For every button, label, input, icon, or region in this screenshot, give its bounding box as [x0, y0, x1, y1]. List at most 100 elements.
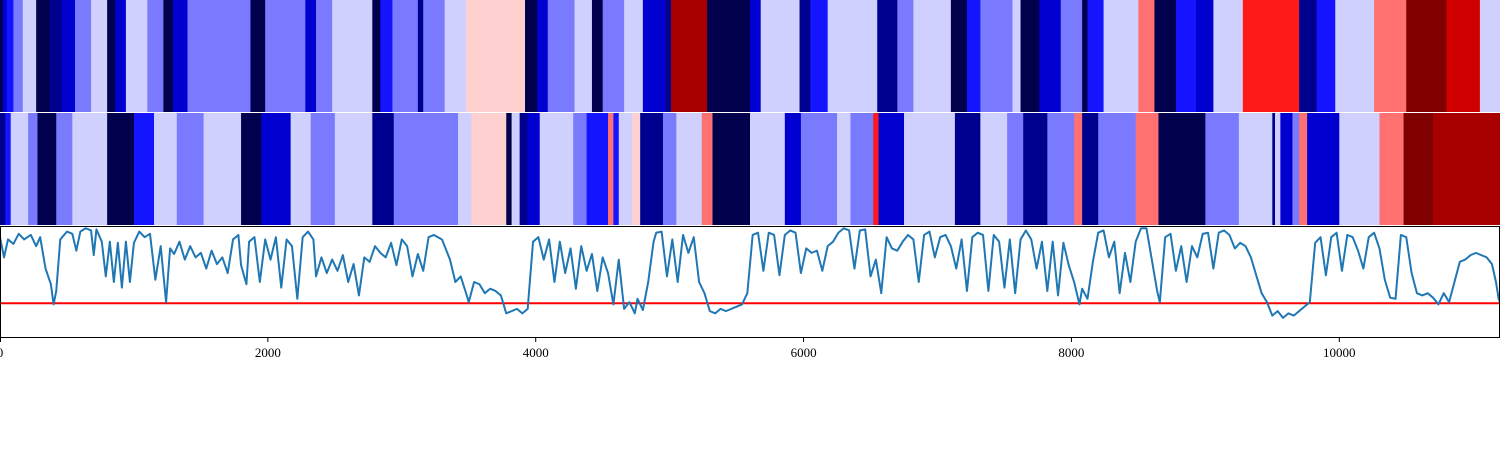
- heat-cell-2-15: [290, 113, 312, 225]
- heat-cell-2-62: [1292, 113, 1300, 225]
- line-panel: [0, 226, 1500, 338]
- heat-cell-1-46: [827, 0, 878, 112]
- heat-cell-2-18: [372, 113, 395, 225]
- panel-separator: [0, 112, 1500, 113]
- heat-cell-1-16: [172, 0, 188, 112]
- heat-cell-1-6: [36, 0, 51, 112]
- heat-cell-1-62: [1175, 0, 1197, 112]
- heat-cell-2-2: [5, 113, 12, 225]
- heat-cell-1-20: [305, 0, 317, 112]
- heat-cell-2-53: [1082, 113, 1099, 225]
- heat-cell-2-9: [133, 113, 155, 225]
- heat-cell-2-38: [720, 113, 751, 225]
- heat-cell-2-3: [10, 113, 29, 225]
- x-tick-label-10000: 10000: [1323, 345, 1356, 360]
- heat-cell-2-19: [393, 113, 459, 225]
- heat-cell-1-9: [75, 0, 92, 112]
- heat-cell-1-18: [250, 0, 266, 112]
- heat-cell-1-11: [107, 0, 116, 112]
- heat-cell-2-22: [506, 113, 513, 225]
- heat-cell-1-50: [950, 0, 968, 112]
- heat-cell-1-67: [1316, 0, 1336, 112]
- heat-cell-2-33: [640, 113, 664, 225]
- heat-cell-1-64: [1213, 0, 1244, 112]
- heat-cell-1-4: [13, 0, 24, 112]
- heat-cell-1-51: [966, 0, 981, 112]
- heat-cell-1-58: [1087, 0, 1105, 112]
- heat-cell-1-61: [1154, 0, 1177, 112]
- heat-cell-2-28: [586, 113, 609, 225]
- heat-cell-2-14: [261, 113, 292, 225]
- heat-cell-1-23: [372, 0, 381, 112]
- x-tick-label-4000: 4000: [523, 345, 549, 360]
- heat-cell-1-26: [417, 0, 424, 112]
- heat-cell-2-37: [712, 113, 722, 225]
- heat-cell-2-30: [613, 113, 620, 225]
- heat-cell-2-50: [1023, 113, 1048, 225]
- heat-cell-2-64: [1307, 113, 1340, 225]
- heat-cell-2-32: [632, 113, 641, 225]
- heat-cell-1-17: [187, 0, 251, 112]
- heat-cell-2-25: [527, 113, 541, 225]
- heat-cell-1-52: [980, 0, 1013, 112]
- heat-cell-1-34: [574, 0, 593, 112]
- heat-cell-1-24: [380, 0, 393, 112]
- heat-cell-2-36: [701, 113, 713, 225]
- heat-cell-1-22: [332, 0, 373, 112]
- heat-cell-1-8: [61, 0, 76, 112]
- heat-cell-1-3: [6, 0, 14, 112]
- heat-cell-1-68: [1335, 0, 1375, 112]
- heat-cell-2-47: [954, 113, 981, 225]
- heat-cell-2-57: [1205, 113, 1240, 225]
- heat-cell-2-5: [37, 113, 57, 225]
- heat-cell-1-63: [1195, 0, 1214, 112]
- series-line: [0, 227, 1500, 319]
- heat-cell-1-59: [1103, 0, 1139, 112]
- heat-cell-1-54: [1020, 0, 1040, 112]
- heat-cell-1-35: [591, 0, 604, 112]
- heat-cell-1-65: [1242, 0, 1300, 112]
- heat-cell-1-53: [1012, 0, 1022, 112]
- heat-cell-2-27: [573, 113, 588, 225]
- heat-cell-2-49: [1007, 113, 1024, 225]
- heat-cell-2-4: [28, 113, 39, 225]
- heat-cell-1-49: [913, 0, 952, 112]
- heat-cell-1-29: [466, 0, 472, 112]
- heat-cell-2-10: [154, 113, 178, 225]
- heat-cell-1-1: [0, 0, 4, 112]
- heatmap-row-2: [0, 113, 1500, 225]
- heat-cell-2-59: [1272, 113, 1276, 225]
- heat-cell-1-10: [91, 0, 108, 112]
- heat-cell-2-1: [0, 113, 6, 225]
- heat-cell-1-32: [537, 0, 549, 112]
- heat-cell-2-46: [904, 113, 956, 225]
- heat-cell-1-57: [1082, 0, 1088, 112]
- heat-cell-2-58: [1238, 113, 1273, 225]
- heat-cell-2-7: [72, 113, 108, 225]
- heat-cell-1-45: [810, 0, 829, 112]
- heat-cell-2-54: [1098, 113, 1137, 225]
- heat-cell-2-13: [241, 113, 262, 225]
- heat-cell-2-55: [1135, 113, 1159, 225]
- heat-cell-1-7: [49, 0, 63, 112]
- heat-cell-1-21: [316, 0, 333, 112]
- heat-cell-1-13: [125, 0, 148, 112]
- heat-cell-2-23: [511, 113, 521, 225]
- heat-cell-1-25: [392, 0, 419, 112]
- heat-cell-2-39: [750, 113, 786, 225]
- heat-cell-1-14: [147, 0, 164, 112]
- heat-cell-2-67: [1403, 113, 1434, 225]
- heat-cell-2-63: [1299, 113, 1308, 225]
- heat-cell-2-52: [1074, 113, 1083, 225]
- x-tick-label-0: 0: [0, 345, 3, 360]
- heat-cell-1-60: [1138, 0, 1155, 112]
- heat-cell-1-70: [1406, 0, 1447, 112]
- heat-cell-2-44: [873, 113, 880, 225]
- heat-cell-1-44: [799, 0, 811, 112]
- heat-cell-1-30: [471, 0, 526, 112]
- heat-cell-2-51: [1047, 113, 1075, 225]
- heat-cell-1-5: [22, 0, 37, 112]
- heat-cell-2-69: [1453, 113, 1500, 225]
- heat-cell-2-41: [800, 113, 838, 225]
